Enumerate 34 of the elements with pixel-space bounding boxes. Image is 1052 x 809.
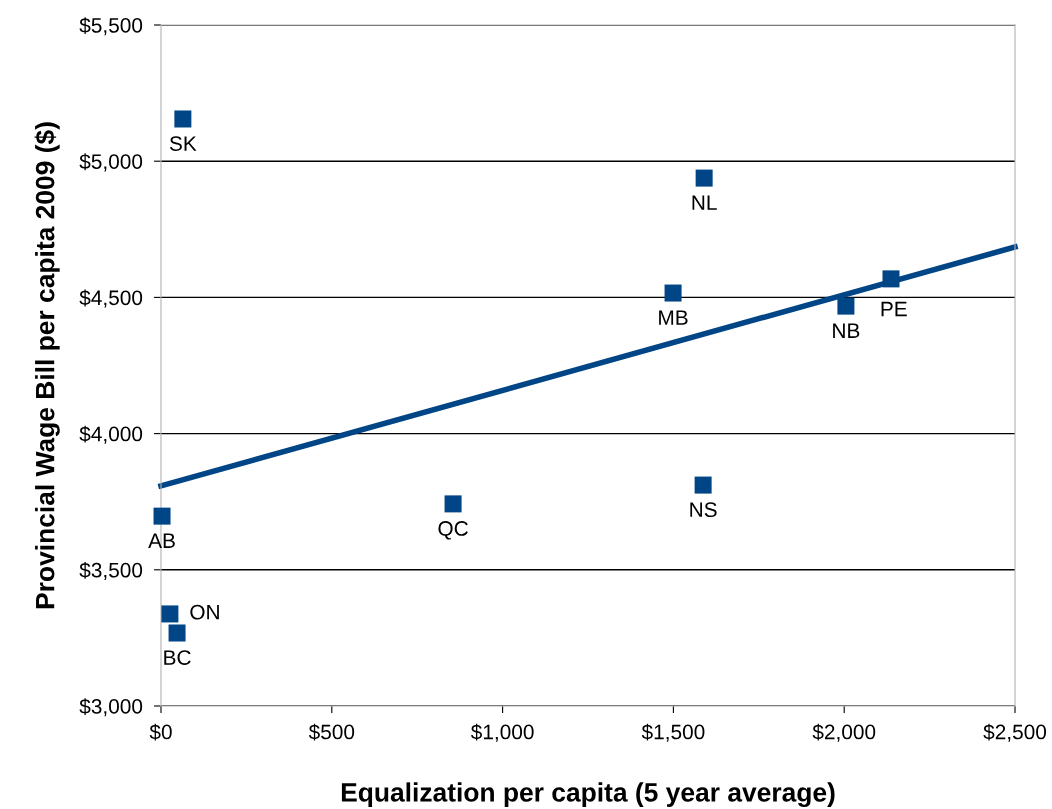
- point: [664, 284, 682, 302]
- y-axis-title: Provincial Wage Bill per capita 2009 ($): [34, 122, 60, 609]
- data-label: NB: [833, 323, 860, 338]
- x-tick-label: $500: [308, 723, 355, 741]
- data-label: QC: [438, 521, 468, 540]
- data-label: SK: [169, 136, 197, 151]
- data-label: BC: [164, 650, 191, 665]
- y-tick-label: $5,500: [79, 17, 143, 36]
- x-tick-label: $0: [149, 723, 172, 741]
- x-axis-title: Equalization per capita (5 year average): [341, 782, 835, 808]
- point: [695, 169, 713, 187]
- y-tick-label: $4,000: [79, 425, 143, 444]
- point: [444, 495, 462, 513]
- point: [694, 476, 712, 494]
- data-label: ON: [190, 604, 219, 620]
- data-label: PE: [881, 301, 907, 317]
- point: [161, 605, 179, 623]
- data-label: NS: [690, 502, 717, 518]
- point: [882, 270, 900, 288]
- point: [837, 297, 855, 315]
- y-tick-label: $4,500: [79, 289, 143, 308]
- point: [153, 507, 171, 525]
- y-tick-label: $3,000: [79, 698, 143, 717]
- x-tick-label: $1,000: [470, 723, 534, 742]
- point: [168, 624, 186, 642]
- data-label: MB: [659, 310, 688, 325]
- y-tick-label: $5,000: [79, 153, 143, 172]
- x-tick-label: $2,000: [812, 723, 876, 742]
- x-tick-label: $1,500: [641, 723, 705, 742]
- data-label: AB: [148, 533, 175, 548]
- x-tick-label: $2,500: [983, 723, 1047, 742]
- point: [174, 110, 192, 128]
- data-label: NL: [692, 195, 717, 210]
- y-tick-label: $3,500: [79, 561, 143, 581]
